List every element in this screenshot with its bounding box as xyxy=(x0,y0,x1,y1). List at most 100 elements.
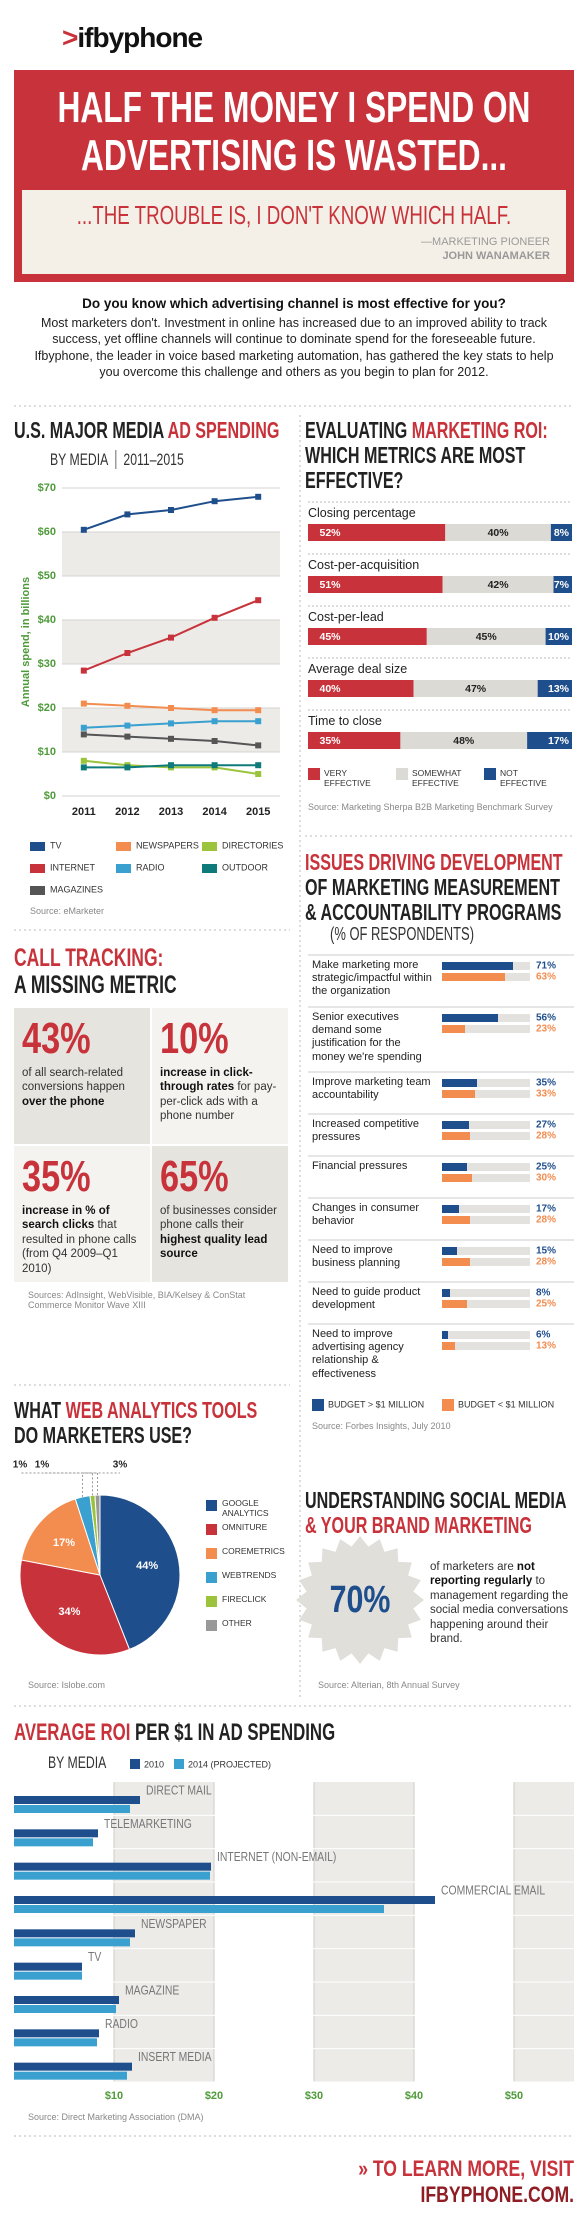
bar xyxy=(14,2038,97,2047)
value-label: 17% xyxy=(548,735,570,747)
value-label: 45% xyxy=(319,631,341,643)
point xyxy=(211,498,218,505)
source-note: Sources: AdInsight, WebVisible, BIA/Kels… xyxy=(28,1290,246,1310)
legend-label: WEBTRENDS xyxy=(222,1570,277,1580)
pie-slice xyxy=(94,1494,101,1576)
point xyxy=(168,705,174,711)
y-tick-label: $30 xyxy=(38,658,56,670)
legend-label: SOMEWHAT EFFECTIVE xyxy=(412,768,462,789)
y-tick-label: $10 xyxy=(38,746,56,758)
bar-track xyxy=(442,1342,530,1350)
logo-text: ifbyphone xyxy=(77,22,203,53)
legend-label: OTHER xyxy=(222,1618,252,1628)
value-label: 42% xyxy=(488,579,510,591)
bar-track xyxy=(442,1331,530,1339)
bar-segment xyxy=(553,576,572,593)
value-label: 56% xyxy=(536,1013,556,1024)
emphasis: highest quality lead source xyxy=(160,1233,268,1261)
section-title: WHAT WEB ANALYTICS TOOLS DO MARKETERS USE… xyxy=(14,1398,257,1448)
stat-value: 43% xyxy=(22,1014,91,1063)
value-label: 15% xyxy=(536,1246,556,1257)
legend-label: INTERNET xyxy=(50,862,96,872)
bar xyxy=(442,1258,470,1266)
y-tick-label: $60 xyxy=(38,526,56,538)
source-note: Source: Forbes Insights, July 2010 xyxy=(312,1421,451,1431)
text: for pay-per-click ads with a phone numbe… xyxy=(160,1081,277,1123)
point xyxy=(211,718,218,725)
bar-track xyxy=(442,1247,530,1255)
title-accent: ISSUES DRIVING DEVELOPMENT xyxy=(305,849,563,875)
x-tick-label: 2014 xyxy=(202,806,227,818)
legend-swatch xyxy=(206,1500,217,1511)
bar xyxy=(442,1121,469,1129)
point xyxy=(124,764,131,771)
value-label: 52% xyxy=(319,527,341,539)
value-label: 71% xyxy=(536,961,556,972)
bar-track xyxy=(442,1025,530,1033)
value-label: 13% xyxy=(548,683,570,695)
y-tick-label: $20 xyxy=(38,702,56,714)
x-tick-label: $40 xyxy=(405,2090,423,2102)
legend-label: TV xyxy=(50,840,62,850)
legend-swatch xyxy=(206,1524,217,1535)
title-line: DO MARKETERS USE? xyxy=(14,1422,257,1448)
point xyxy=(211,707,218,714)
legend-label: NEWSPAPERS xyxy=(136,840,199,850)
value-label: 33% xyxy=(536,1089,556,1100)
chart-subtitle: (% OF RESPONDENTS) xyxy=(330,924,475,944)
emphasis: over the phone xyxy=(22,1095,105,1108)
source-note: Source: Marketing Sherpa B2B Marketing B… xyxy=(308,802,553,812)
logo-mark: > xyxy=(62,22,78,53)
x-tick-label: 2015 xyxy=(246,806,270,818)
title-text: WHICH METRICS ARE MOST xyxy=(305,441,526,468)
category-label: Need to guide product development xyxy=(312,1286,421,1312)
x-tick-label: $10 xyxy=(105,2090,123,2102)
bar-segment xyxy=(442,576,554,593)
value-label: 7% xyxy=(554,579,570,591)
point xyxy=(80,757,87,764)
bar xyxy=(442,1247,457,1255)
title-line: EFFECTIVE? xyxy=(305,466,548,493)
legend-label: DIRECTORIES xyxy=(222,840,283,850)
series-line xyxy=(83,495,259,531)
legend-swatch xyxy=(484,768,496,780)
text: to management regarding the social media… xyxy=(430,1575,569,1645)
bar-segment xyxy=(545,628,572,645)
point xyxy=(255,597,262,604)
title-line: EVALUATING MARKETING ROI: xyxy=(305,418,548,443)
pie-slice xyxy=(19,1559,131,1656)
footer-link[interactable]: IFBYPHONE.COM. xyxy=(420,2182,574,2207)
point xyxy=(255,493,262,500)
bar-segment xyxy=(400,732,528,749)
attribution-role: —MARKETING PIONEER xyxy=(421,236,550,248)
value-label: 28% xyxy=(536,1215,556,1226)
value-label: 45% xyxy=(476,631,498,643)
category-label: RADIO xyxy=(105,2017,138,2031)
value-label: 27% xyxy=(536,1120,556,1131)
title-text: OF MARKETING MEASUREMENT xyxy=(305,873,560,900)
bar xyxy=(14,1829,98,1838)
category-label: INSERT MEDIA xyxy=(138,2050,212,2064)
bar xyxy=(442,973,505,981)
point xyxy=(211,762,218,769)
legend-swatch xyxy=(396,768,408,780)
pie-slice xyxy=(20,1498,101,1576)
title-text: EFFECTIVE? xyxy=(305,466,404,493)
text: of businesses consider phone calls their xyxy=(160,1205,277,1232)
category-label: Changes in consumer behavior xyxy=(312,1202,420,1228)
legend-label: OUTDOOR xyxy=(222,862,268,872)
bar-track xyxy=(442,1216,530,1224)
banner-inner xyxy=(22,190,566,274)
intro-question: Do you know which advertising channel is… xyxy=(82,296,506,311)
value-label: 35% xyxy=(536,1078,556,1089)
section-title: ISSUES DRIVING DEVELOPMENT OF MARKETING M… xyxy=(305,850,563,924)
y-tick-label: $70 xyxy=(38,482,56,494)
footer-text: » TO LEARN MORE, VISIT xyxy=(358,2156,574,2181)
bar-track xyxy=(442,1300,530,1308)
leader-line xyxy=(82,1472,120,1497)
grid-band xyxy=(62,620,280,664)
value-label: 40% xyxy=(319,683,341,695)
stat-text: of businesses consider phone calls their… xyxy=(160,1204,282,1262)
y-axis-label: Annual spend, in billions xyxy=(20,577,32,707)
legend-swatch xyxy=(206,1548,217,1559)
